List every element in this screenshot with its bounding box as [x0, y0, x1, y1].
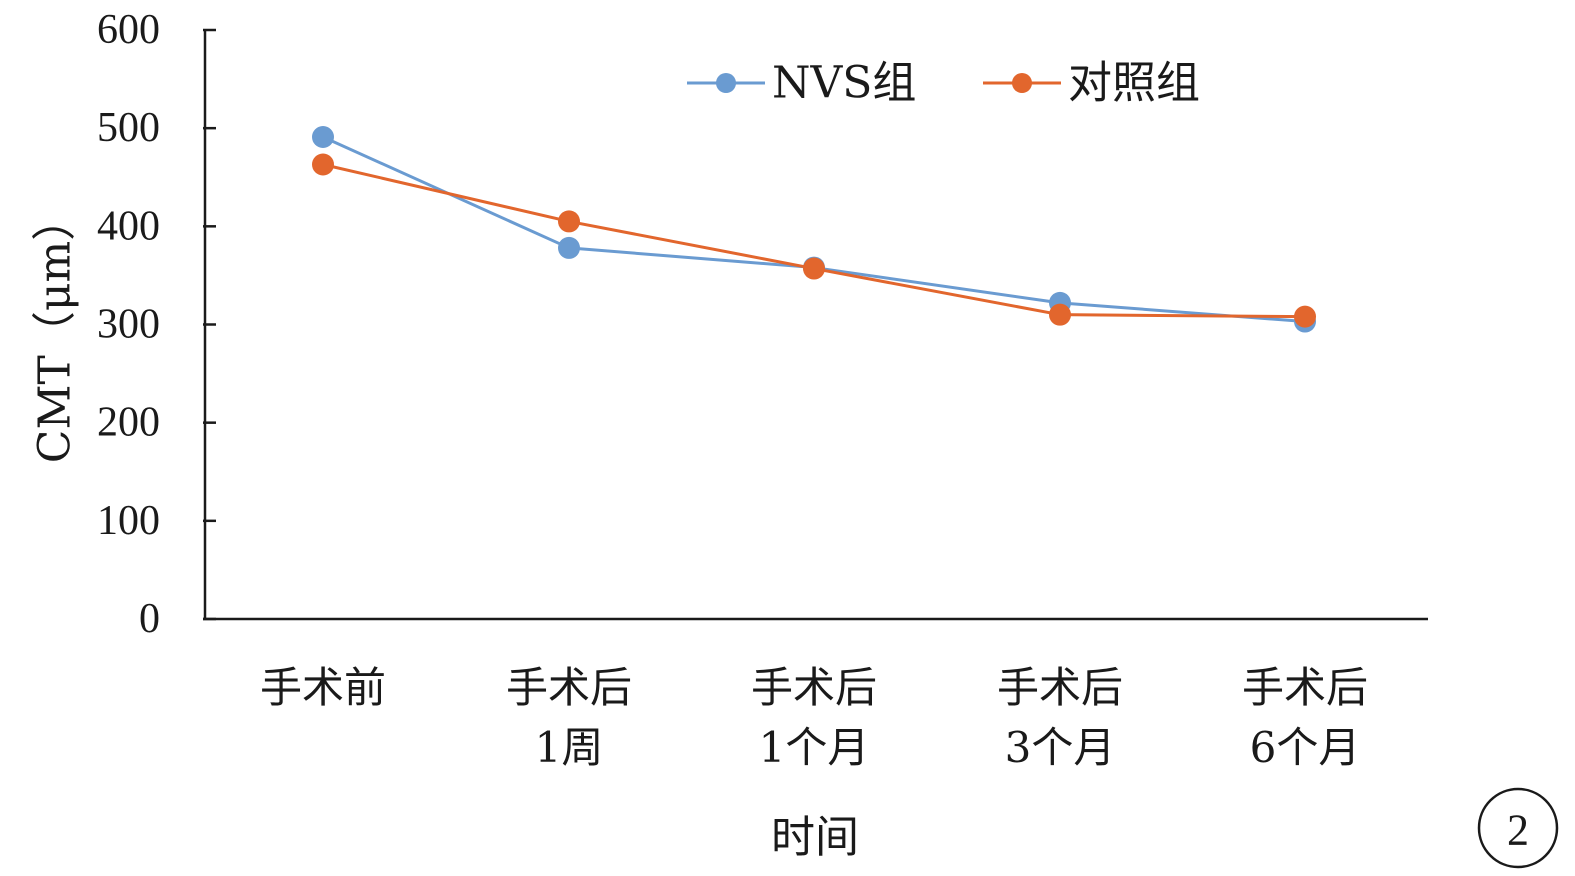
plot-area: 0 100 200 300 400 500 600 手术前 手术后 1周 手术后 1个月 手术后 3个月…	[97, 7, 1428, 772]
data-point	[312, 126, 334, 149]
x-category-label: 手术后	[997, 663, 1123, 712]
legend: NVS组 对照组	[687, 58, 1200, 109]
data-point	[312, 153, 334, 176]
legend-swatch-marker	[716, 73, 736, 93]
panel-label-badge: 2	[1477, 787, 1559, 869]
x-category-label: 手术后	[1242, 663, 1368, 712]
x-category-label: 1周	[535, 723, 604, 772]
legend-label: NVS组	[772, 58, 916, 109]
x-axis-title: 时间	[771, 812, 859, 863]
series-line	[322, 163, 1306, 319]
x-category-label: 手术后	[506, 663, 632, 712]
series-line	[322, 135, 1306, 324]
y-tick-label: 100	[97, 498, 160, 544]
data-point	[1049, 303, 1071, 326]
x-category-label: 1个月	[759, 723, 870, 772]
x-category-label: 手术后	[751, 663, 877, 712]
data-point	[803, 257, 825, 280]
y-tick-label: 200	[97, 400, 160, 446]
legend-label: 对照组	[1068, 58, 1200, 109]
y-tick-label: 600	[97, 7, 160, 53]
x-category-label: 3个月	[1005, 723, 1116, 772]
y-axis-title: CMT（μm）	[30, 197, 81, 463]
legend-swatch-marker	[1012, 73, 1032, 93]
x-axis-category-labels: 手术前 手术后 1周 手术后 1个月 手术后 3个月 手术后 6个月	[260, 663, 1368, 772]
data-point	[558, 210, 580, 233]
y-tick-label: 500	[97, 105, 160, 151]
series-layer	[312, 126, 1316, 333]
data-point	[558, 236, 580, 259]
data-point	[1294, 305, 1316, 328]
panel-label: 2	[1507, 806, 1529, 855]
panel-label-circle	[1477, 787, 1559, 869]
x-category-label: 手术前	[260, 663, 386, 712]
y-tick-label: 0	[139, 596, 160, 642]
y-tick-label: 400	[97, 203, 160, 249]
y-axis-ticks: 0 100 200 300 400 500 600	[97, 7, 216, 642]
x-category-label: 6个月	[1250, 723, 1361, 772]
y-tick-label: 300	[97, 302, 160, 348]
